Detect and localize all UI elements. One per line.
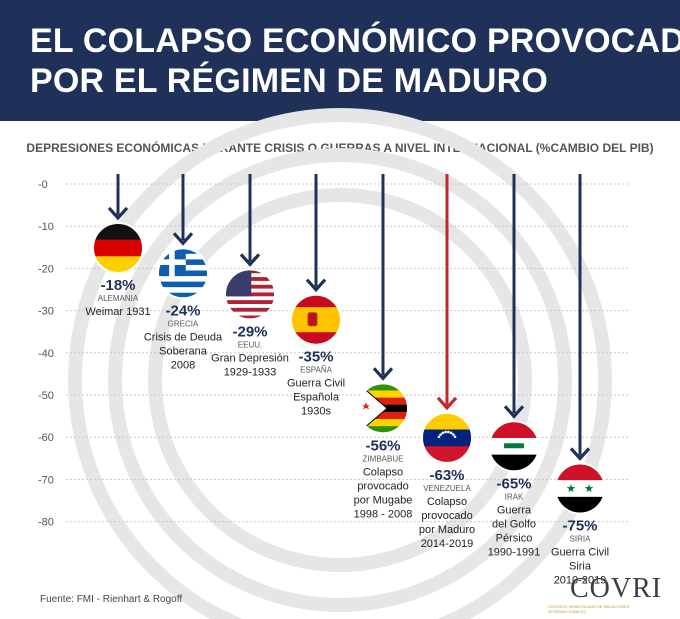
description-label: Española [293, 392, 340, 404]
source-note: Fuente: FMI - Rienhart & Rogoff [40, 594, 183, 605]
bar-espaa: -35%ESPAÑA Guerra Civil Española 1930s [287, 174, 345, 418]
spain-flag [291, 294, 341, 345]
greece-flag [158, 248, 208, 299]
chart-title: DEPRESIONES ECONÓMICAS DURANTE CRISIS O … [26, 141, 654, 155]
arrow-head [239, 253, 261, 267]
description-label: Guerra Civil [287, 378, 345, 390]
covri-logo-subtitle: CONSEJO VENEZOLANO DE RELACIONES INTERNA… [548, 604, 630, 614]
description-label: por Maduro [419, 524, 475, 536]
arrow-head [569, 447, 591, 461]
country-label: IRAK [505, 492, 524, 501]
watermark [68, 108, 612, 619]
description-label: 1998 - 2008 [354, 508, 413, 520]
y-tick-label: -10 [38, 221, 54, 233]
description-label: Soberana [159, 345, 208, 357]
bar-siria: -75%SIRIA Guerra Civil Siria 2010-2019 [551, 174, 609, 587]
country-label: GRECIA [168, 319, 199, 328]
data-label: -18% [100, 277, 135, 294]
watermark-ring [68, 108, 612, 619]
country-label: EEUU. [238, 340, 262, 349]
y-tick-label: -20 [38, 263, 54, 275]
flag-border [157, 247, 209, 300]
y-tick-label: -70 [38, 474, 54, 486]
description-label: Crisis de Deuda [144, 331, 223, 343]
bar-zimbabue: -56%ZIMBABUE Colapso provocado por Mugabe 19… [354, 174, 413, 520]
description-label: Pérsico [496, 532, 533, 544]
description-label: provocado [357, 480, 408, 492]
arrow-head [503, 405, 525, 419]
bar-eeuu: -29%EEUU. Gran Depresión 1929-1933 [211, 174, 289, 378]
arrow-head [172, 232, 194, 246]
data-label: -63% [429, 467, 464, 484]
description-label: Weimar 1931 [85, 306, 150, 318]
zimbabwe-flag [358, 383, 408, 434]
description-label: por Mugabe [354, 494, 413, 506]
flag-border [290, 293, 342, 346]
covri-logo-text: COVRI [570, 573, 663, 604]
bar-grecia: -24%GRECIA Crisis de Deuda Soberana 2008 [144, 174, 223, 371]
flag-border [357, 382, 409, 435]
arrow-head [436, 396, 458, 411]
y-tick-label: -30 [38, 306, 54, 318]
y-tick-label: -60 [38, 432, 54, 444]
description-label: 1929-1933 [224, 366, 277, 378]
data-label: -35% [298, 349, 333, 366]
arrow-head [107, 206, 129, 221]
arrow-head [372, 367, 394, 381]
header-banner: EL COLAPSO ECONÓMICO PROVOCADO POR EL RÉ… [0, 0, 680, 121]
description-label: del Golfo [492, 518, 536, 530]
country-label: ZIMBABUE [363, 454, 404, 463]
data-label: -65% [496, 475, 531, 492]
y-tick-label: -0 [38, 179, 48, 191]
page-title-line-2: POR EL RÉGIMEN DE MADURO [30, 62, 548, 100]
description-label: 1930s [301, 406, 331, 418]
arrow-head [305, 278, 327, 293]
y-tick-label: -80 [38, 517, 54, 529]
description-label: Siria [569, 561, 592, 573]
bar-venezuela: -63%VENEZUELA Colapso provocado por Maduro 2… [419, 174, 475, 550]
description-label: 2010-2019 [554, 575, 607, 587]
description-label: 2008 [171, 359, 195, 371]
description-label: 2014-2019 [421, 538, 474, 550]
data-label: -75% [562, 518, 597, 535]
country-label: ESPAÑA [300, 366, 333, 375]
y-tick-label: -50 [38, 390, 54, 402]
watermark-ring [148, 188, 532, 572]
covri-logo: COVRI CONSEJO VENEZOLANO DE RELACIONES I… [548, 573, 668, 615]
data-label: -24% [165, 302, 200, 319]
description-label: Colapso [427, 496, 467, 508]
description-label: Guerra Civil [551, 547, 609, 559]
flag-border [224, 268, 276, 321]
description-label: Colapso [363, 466, 403, 478]
y-tick-label: -40 [38, 348, 54, 360]
page-title-line-1: EL COLAPSO ECONÓMICO PROVOCADO [30, 22, 680, 60]
flag-border [554, 462, 606, 515]
description-label: provocado [421, 510, 472, 522]
flag-border [421, 411, 473, 464]
description-label: Guerra [497, 504, 532, 516]
usa-flag [225, 269, 275, 320]
flag-border [488, 420, 540, 473]
watermark-ring [108, 148, 572, 612]
country-label: VENEZUELA [423, 484, 471, 493]
description-label: Gran Depresión [211, 352, 289, 364]
data-label: -29% [232, 323, 267, 340]
bar-alemania: -18%ALEMANIA Weimar 1931 [85, 174, 151, 318]
data-label: -56% [365, 437, 400, 454]
description-label: 1990-1991 [488, 546, 541, 558]
country-label: SIRIA [570, 535, 592, 544]
country-label: ALEMANIA [98, 294, 139, 303]
flag-border [92, 221, 144, 274]
bar-irak: -65%IRAK Guerra del Golfo Pérsico 1990-1991 [488, 174, 541, 558]
